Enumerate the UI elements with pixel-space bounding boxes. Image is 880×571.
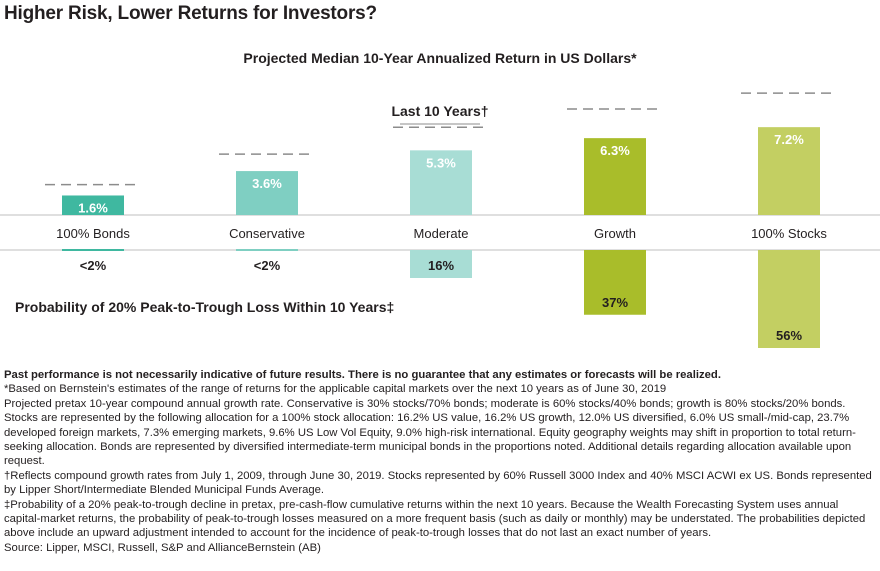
return-label-4: 6.3% xyxy=(600,143,630,158)
footnote-4: ‡Probability of a 20% peak-to-trough dec… xyxy=(4,498,866,540)
loss-label-2: <2% xyxy=(254,258,281,273)
return-bar-4 xyxy=(584,138,646,215)
footnote-5: Source: Lipper, MSCI, Russell, S&P and A… xyxy=(4,541,321,554)
category-label-3: Moderate xyxy=(414,226,469,241)
disclaimer: Past performance is not necessarily indi… xyxy=(4,369,721,381)
category-label-5: 100% Stocks xyxy=(751,226,827,241)
footnote-2: Projected pretax 10-year compound annual… xyxy=(4,397,856,468)
last-10-years-label: Last 10 Years† xyxy=(391,103,488,119)
loss-bar-5 xyxy=(758,250,820,348)
loss-probability-title: Probability of 20% Peak-to-Trough Loss W… xyxy=(15,299,394,315)
loss-label-3: 16% xyxy=(428,258,454,273)
return-bar-2 xyxy=(236,171,298,215)
return-loss-chart: Projected Median 10-Year Annualized Retu… xyxy=(0,50,880,348)
category-label-1: 100% Bonds xyxy=(56,226,130,241)
footnotes: Past performance is not necessarily indi… xyxy=(4,368,876,555)
return-label-2: 3.6% xyxy=(252,176,282,191)
return-label-1: 1.6% xyxy=(78,200,108,215)
loss-label-4: 37% xyxy=(602,295,628,310)
loss-label-1: <2% xyxy=(80,258,107,273)
return-bar-3 xyxy=(410,150,472,215)
page-title: Higher Risk, Lower Returns for Investors… xyxy=(4,3,377,24)
loss-bar-4 xyxy=(584,250,646,315)
return-bar-1 xyxy=(62,195,124,215)
return-bar-5 xyxy=(758,127,820,215)
return-label-5: 7.2% xyxy=(774,132,804,147)
return-label-3: 5.3% xyxy=(426,155,456,170)
footnote-1: *Based on Bernstein's estimates of the r… xyxy=(4,383,667,396)
category-label-4: Growth xyxy=(594,226,636,241)
category-label-2: Conservative xyxy=(229,226,305,241)
loss-label-5: 56% xyxy=(776,328,802,343)
chart-title: Projected Median 10-Year Annualized Retu… xyxy=(243,50,637,66)
footnote-3: †Reflects compound growth rates from Jul… xyxy=(4,469,872,497)
loss-bar-3 xyxy=(410,250,472,278)
